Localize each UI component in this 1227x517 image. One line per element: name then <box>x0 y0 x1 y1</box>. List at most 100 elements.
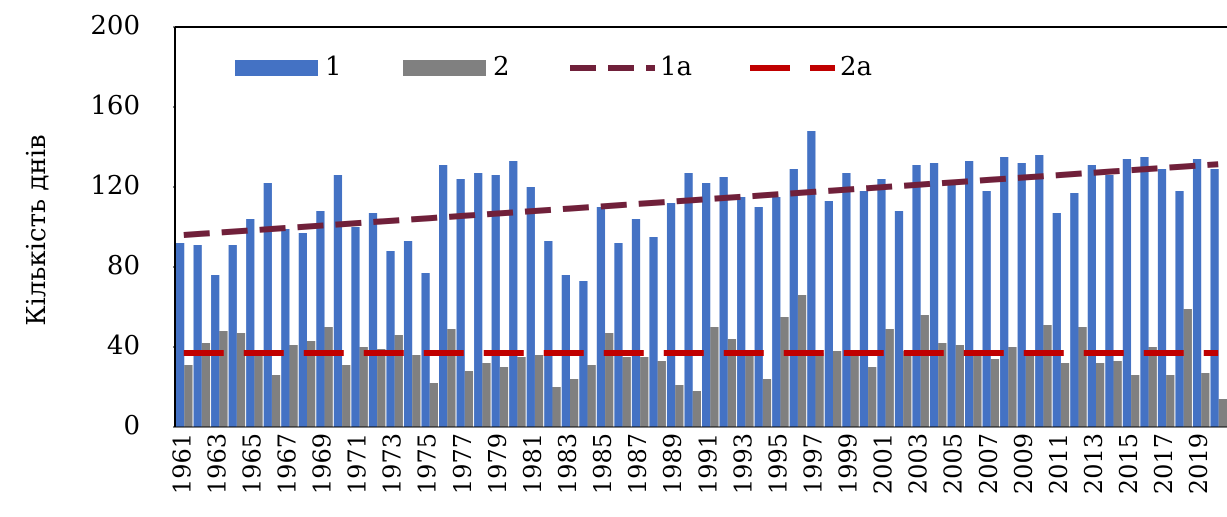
bar <box>1017 163 1026 427</box>
bar <box>1131 375 1140 427</box>
bar <box>622 357 631 427</box>
x-tick-label: 1975 <box>414 433 442 494</box>
bar <box>1166 375 1175 427</box>
bar <box>1052 213 1061 427</box>
bar <box>359 347 368 427</box>
x-tick-label: 1983 <box>554 433 582 494</box>
bar <box>842 173 851 427</box>
x-tick-label: 2003 <box>905 433 933 494</box>
bar <box>526 187 535 427</box>
bar <box>605 333 614 427</box>
x-tick-label: 1995 <box>764 433 792 494</box>
x-tick-label: 2011 <box>1045 433 1073 494</box>
bar <box>894 211 904 427</box>
bar <box>254 355 263 427</box>
bar <box>982 191 991 427</box>
bar <box>1113 361 1122 427</box>
bar <box>1087 165 1096 427</box>
bar <box>1105 175 1114 427</box>
legend-label: 2a <box>840 52 872 82</box>
bar <box>965 161 974 427</box>
bar <box>236 333 246 427</box>
bar <box>464 371 474 427</box>
legend-label: 1 <box>325 52 342 82</box>
x-tick-label: 2013 <box>1080 433 1108 494</box>
y-tick-label: 160 <box>90 91 140 121</box>
x-tick-label: 1977 <box>449 433 477 494</box>
bar <box>1157 169 1167 427</box>
bar <box>552 387 561 427</box>
bar <box>534 355 544 427</box>
x-tick-label: 2017 <box>1150 433 1178 494</box>
bar <box>947 183 956 427</box>
bar <box>973 353 982 427</box>
bar <box>955 345 964 427</box>
bar <box>412 355 421 427</box>
y-tick-label: 200 <box>90 11 140 41</box>
bar <box>1175 191 1184 427</box>
bar <box>281 229 290 427</box>
bar <box>342 365 351 427</box>
bar <box>719 177 728 427</box>
bar <box>587 365 596 427</box>
bar <box>1025 353 1035 427</box>
bar <box>903 351 912 427</box>
trend-line <box>183 161 1219 238</box>
bar <box>710 327 719 427</box>
bar <box>403 241 413 427</box>
bar <box>780 317 789 427</box>
bar <box>1148 347 1157 427</box>
bar <box>702 183 711 427</box>
bar <box>649 237 658 427</box>
bar <box>1122 159 1132 427</box>
bar <box>1140 157 1149 427</box>
bar <box>789 169 798 427</box>
bar <box>666 203 676 427</box>
x-tick-label: 1969 <box>309 433 337 494</box>
bar <box>772 197 781 427</box>
bar <box>815 353 824 427</box>
x-tick-label: 1985 <box>589 433 617 494</box>
x-tick-label: 2001 <box>870 433 898 494</box>
bar <box>1008 347 1017 427</box>
legend-swatch <box>235 60 318 76</box>
bar <box>833 351 842 427</box>
bar <box>1043 325 1052 427</box>
bar <box>1210 169 1219 427</box>
bar <box>859 191 869 427</box>
bar <box>745 355 754 427</box>
bar <box>394 335 403 427</box>
x-tick-label: 2015 <box>1115 433 1143 494</box>
bar <box>447 329 456 427</box>
x-tick-label: 1991 <box>694 433 722 494</box>
bar <box>307 341 316 427</box>
bar <box>298 233 307 427</box>
y-tick-label: 120 <box>90 171 140 201</box>
x-tick-label: 1961 <box>168 433 196 494</box>
bar <box>850 351 859 427</box>
bar <box>1201 373 1210 427</box>
bar <box>1035 155 1044 427</box>
bar <box>1183 309 1192 427</box>
x-tick-label: 1987 <box>624 433 652 494</box>
y-tick-label: 40 <box>107 331 140 361</box>
x-tick-label: 1973 <box>379 433 407 494</box>
x-tick-label: 1981 <box>519 433 547 494</box>
bar <box>657 361 666 427</box>
bar <box>1192 159 1202 427</box>
bar <box>176 243 185 427</box>
bar <box>675 385 684 427</box>
bar <box>596 207 606 427</box>
bar <box>429 383 438 427</box>
bar <box>1070 193 1079 427</box>
y-axis-label: Кількість днів <box>22 134 52 325</box>
bar <box>920 315 929 427</box>
bar <box>263 183 272 427</box>
bar <box>351 227 360 427</box>
bar <box>868 367 877 427</box>
bar <box>316 211 325 427</box>
bar <box>1000 157 1009 427</box>
bar <box>324 327 333 427</box>
y-tick-label: 0 <box>123 411 140 441</box>
